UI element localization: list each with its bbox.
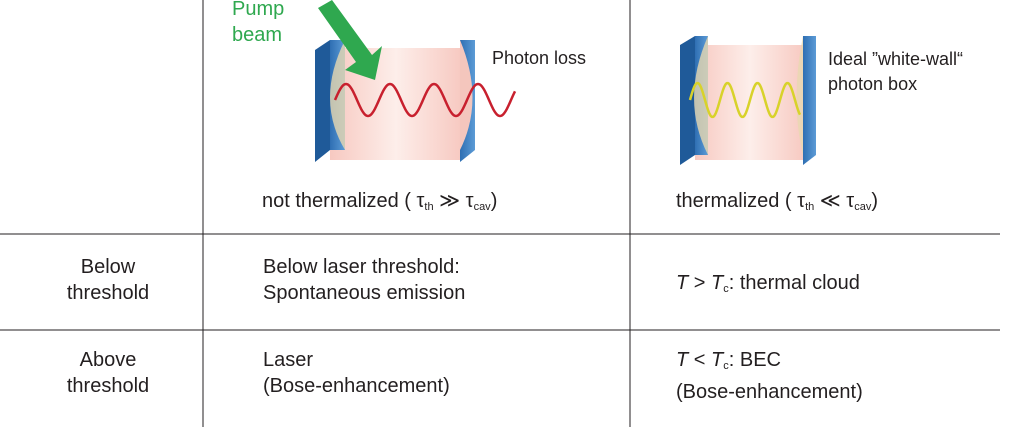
text: T bbox=[676, 272, 688, 294]
subscript: th bbox=[424, 201, 433, 213]
text: : BEC bbox=[729, 349, 781, 371]
text: Spontaneous emission bbox=[263, 280, 465, 306]
cell: Laser(Bose-enhancement) bbox=[263, 347, 450, 399]
text: Laser bbox=[263, 347, 450, 373]
text: ) bbox=[871, 190, 878, 212]
figure: Pump beam Photon loss Ideal ”white-wall“… bbox=[0, 0, 1009, 427]
cell: Below laser threshold:Spontaneous emissi… bbox=[263, 254, 465, 306]
box-label: Ideal ”white-wall“ photon box bbox=[828, 47, 1008, 97]
subscript: cav bbox=[474, 201, 491, 213]
text-line: T < Tc: BEC bbox=[676, 347, 863, 379]
cell: T > Tc: thermal cloud bbox=[676, 270, 860, 302]
text: Below laser threshold: bbox=[263, 254, 465, 280]
row-label: Above threshold bbox=[38, 347, 178, 399]
row-label: Below threshold bbox=[38, 254, 178, 306]
text: ≪ τ bbox=[814, 190, 854, 212]
cavity bbox=[315, 40, 475, 162]
text: T bbox=[711, 349, 723, 371]
text: T bbox=[676, 349, 688, 371]
caption: thermalized ( τth ≪ τcav) bbox=[676, 188, 878, 220]
text: (Bose-enhancement) bbox=[263, 373, 450, 399]
text: T bbox=[711, 272, 723, 294]
text: thermalized ( τ bbox=[676, 190, 805, 212]
text: ) bbox=[491, 190, 498, 212]
text: (Bose-enhancement) bbox=[676, 379, 863, 405]
text: : thermal cloud bbox=[729, 272, 860, 294]
subscript: cav bbox=[854, 201, 871, 213]
text: < bbox=[688, 349, 711, 371]
text: not thermalized ( τ bbox=[262, 190, 424, 212]
pump-label: Pump beam bbox=[232, 0, 302, 48]
subscript: th bbox=[805, 201, 814, 213]
caption: not thermalized ( τth ≫ τcav) bbox=[262, 188, 497, 220]
cell: T < Tc: BEC(Bose-enhancement) bbox=[676, 347, 863, 405]
text: ≫ τ bbox=[434, 190, 474, 212]
loss-label: Photon loss bbox=[492, 45, 586, 71]
text: > bbox=[688, 272, 711, 294]
